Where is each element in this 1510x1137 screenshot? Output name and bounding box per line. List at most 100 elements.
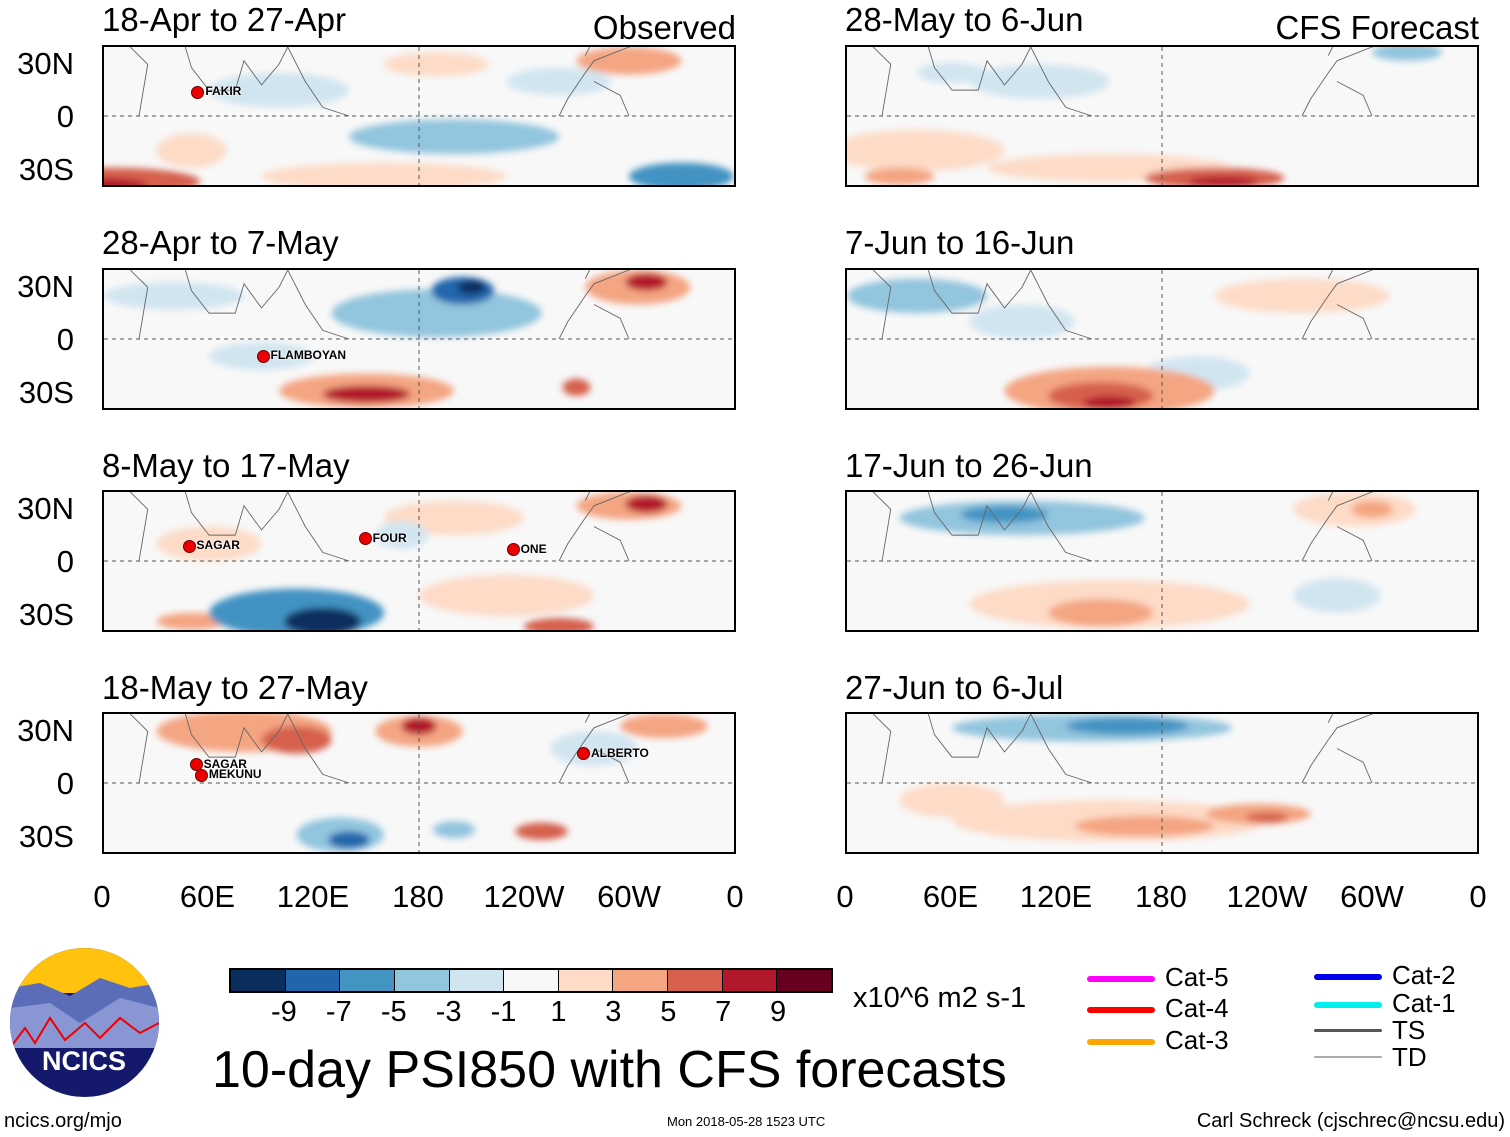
storm-name: FLAMBOYAN (270, 348, 347, 363)
coastline (113, 270, 673, 339)
panel-tag: Observed (592, 9, 736, 46)
lon-label: 180 (1135, 879, 1187, 914)
lat-label: 30S (18, 152, 74, 187)
legend-label: Cat-1 (1392, 988, 1456, 1018)
lon-label: 0 (836, 879, 854, 914)
lon-label: 0 (1469, 879, 1487, 914)
cyclone-icon (191, 85, 205, 99)
colorbar-swatch (394, 970, 450, 991)
anomaly-contour (331, 288, 542, 338)
anomaly-contour (375, 521, 428, 549)
lat-label: 0 (56, 544, 74, 579)
colorbar-label: 1 (550, 996, 567, 1028)
anomaly-contour (1246, 812, 1288, 823)
anomaly-contour (969, 304, 1075, 339)
legend-line-cat-3 (1087, 1039, 1155, 1045)
colorbar-swatch (613, 970, 669, 991)
storm-name: SAGAR (196, 538, 240, 553)
anomaly-contour (322, 385, 411, 403)
colorbar (229, 968, 833, 993)
lat-label: 30N (17, 46, 74, 81)
coastline (856, 714, 1416, 783)
colorbar-swatch (668, 970, 723, 991)
footer-url[interactable]: ncics.org/mjo (4, 1110, 122, 1132)
anomaly-contour (349, 119, 559, 154)
lon-label: 180 (392, 879, 444, 914)
legend-line-cat-4 (1087, 1007, 1155, 1013)
anomaly-contour (261, 162, 507, 185)
legend-line-td (1314, 1056, 1382, 1058)
lat-label: 30N (17, 491, 74, 526)
anomaly-contour (104, 178, 148, 185)
panel-tag: CFS Forecast (1275, 9, 1479, 46)
legend-line-cat-2 (1314, 974, 1382, 980)
anomaly-contour (969, 64, 1110, 99)
storm-name: MEKUNU (208, 767, 262, 782)
colorbar-label: -5 (380, 996, 407, 1028)
anomaly-contour (576, 47, 682, 75)
panel-title: 18-May to 27-May (102, 669, 368, 706)
storm-marker: SAGAR (189, 756, 247, 772)
panel-title: 8-May to 17-May (102, 447, 350, 484)
anomaly-contour (629, 162, 734, 185)
lat-label: 30S (18, 597, 74, 632)
lon-label: 0 (726, 879, 744, 914)
legend-label: TS (1392, 1015, 1426, 1045)
svg-text:NCICS: NCICS (42, 1046, 126, 1076)
anomaly-contour (1048, 598, 1154, 627)
ncics-logo: NCICS (10, 948, 159, 1097)
legend-line-ts (1314, 1029, 1382, 1032)
storm-name: ONE (520, 541, 547, 556)
panel-title: 27-Jun to 6-Jul (845, 669, 1064, 706)
lon-label: 120W (1226, 879, 1308, 914)
colorbar-swatch (285, 970, 341, 991)
anomaly-contour (515, 822, 568, 840)
lat-label: 0 (56, 322, 74, 357)
cyclone-icon (358, 532, 372, 546)
colorbar-swatch (449, 970, 505, 991)
lat-label: 30N (17, 713, 74, 748)
storm-marker: ONE (506, 541, 547, 557)
anomaly-contour (433, 820, 475, 839)
storm-marker: FAKIR (191, 84, 241, 99)
cyclone-icon (194, 768, 208, 782)
anomaly-contour (625, 273, 668, 291)
colorbar-label: -1 (490, 996, 517, 1028)
cyclone-icon (256, 349, 270, 363)
colorbar-swatch (722, 970, 778, 991)
anomaly-contour (419, 574, 594, 617)
coastline (856, 270, 1416, 339)
coastline (856, 492, 1416, 561)
anomaly-contour (384, 52, 489, 77)
anomaly-contour (1372, 47, 1442, 61)
colorbar-swatch (340, 970, 395, 991)
anomaly-contour (209, 72, 349, 108)
anomaly-contour (1293, 578, 1381, 613)
lon-label: 60E (922, 879, 979, 914)
legend-label: TD (1392, 1042, 1427, 1072)
anomaly-contour (261, 726, 332, 754)
cyclone-icon (506, 543, 520, 557)
anomaly-contour (104, 282, 244, 310)
colorbar-label: 3 (605, 996, 622, 1028)
storm-name: FOUR (372, 531, 407, 546)
storm-name: SAGAR (203, 756, 247, 771)
lat-label: 0 (56, 766, 74, 801)
coastline (113, 492, 673, 561)
lon-label: 60W (1340, 879, 1404, 914)
anomaly-contour (899, 783, 1005, 818)
cyclone-icon (182, 539, 196, 553)
anomaly-contour (562, 378, 591, 396)
anomaly-contour (156, 612, 227, 630)
anomaly-contour (401, 717, 437, 735)
colorbar-label: 7 (715, 996, 732, 1028)
anomaly-contour (847, 129, 1005, 172)
anomaly-contour (328, 831, 370, 849)
storm-marker: SAGAR (182, 538, 240, 553)
anomaly-contour (917, 62, 987, 84)
panel-title: 17-Jun to 26-Jun (845, 447, 1093, 484)
legend-label: Cat-5 (1165, 962, 1229, 992)
storm-marker: MEKUNU (194, 767, 262, 782)
lon-label: 0 (93, 879, 111, 914)
panel-title: 7-Jun to 16-Jun (845, 224, 1075, 261)
